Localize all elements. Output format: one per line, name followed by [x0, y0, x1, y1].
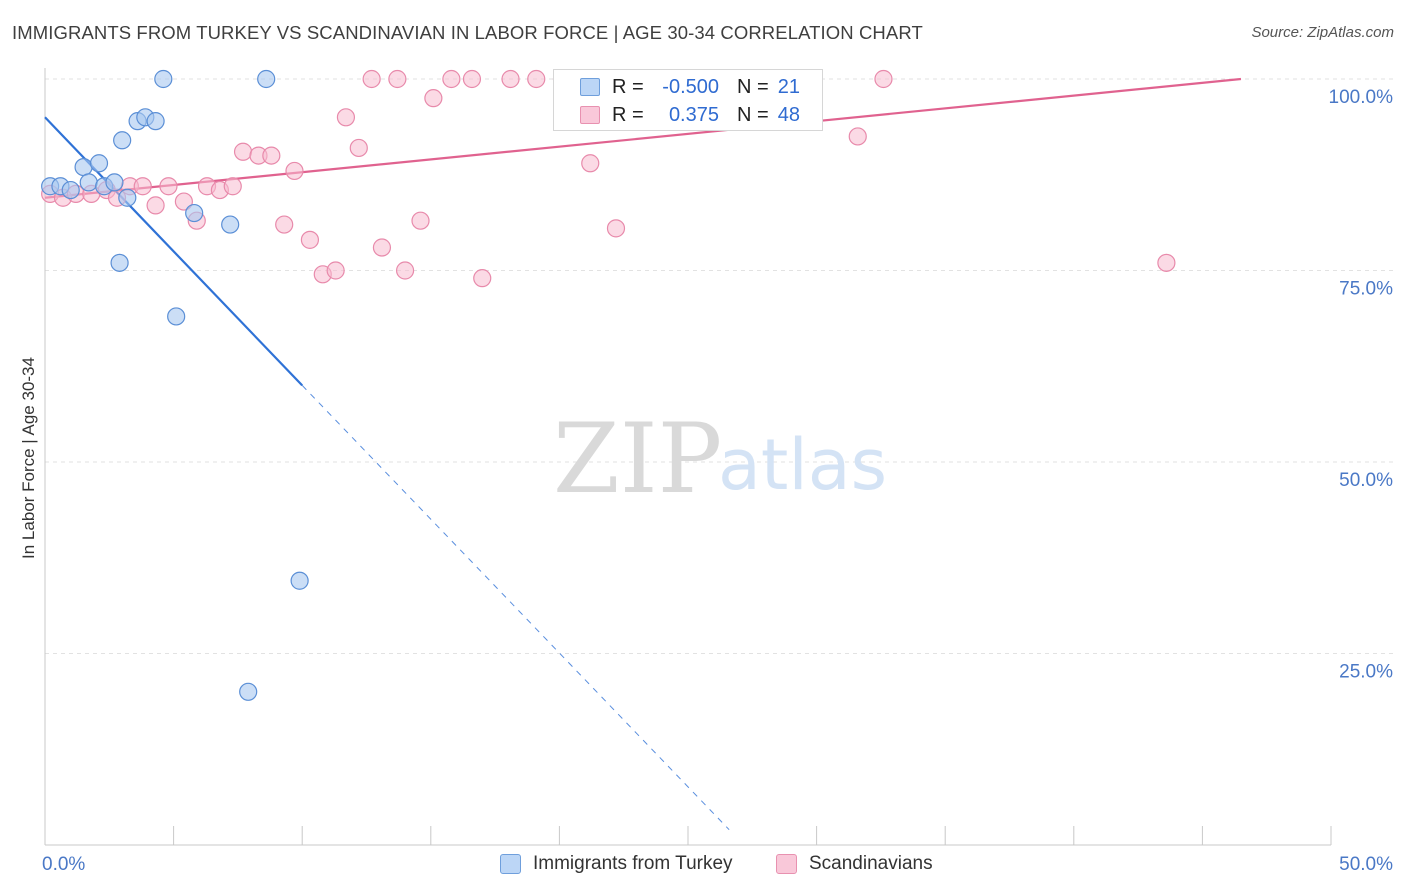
series-legend-label: Scandinavians: [809, 853, 933, 874]
watermark: ZIP atlas: [553, 403, 887, 515]
turkey-point: [61, 180, 80, 200]
y-tick-label: 100.0%: [1329, 87, 1394, 108]
axis-layer: [44, 68, 1332, 846]
scandinavians-point: [146, 196, 165, 215]
label-layer: 25.0% 50.0% 75.0% 100.0% 0.0% 50.0%: [42, 87, 1393, 875]
turkey-point: [105, 173, 124, 192]
scandinavians-point: [606, 219, 626, 238]
turkey-point: [79, 173, 98, 192]
legend-swatch-scandinavians: [580, 106, 600, 124]
turkey-point: [154, 69, 173, 89]
legend-row-scandinavians: R = 0.375 N = 48: [554, 101, 822, 129]
legend-r-value: -0.500: [662, 76, 719, 98]
watermark-zip: ZIP: [553, 403, 722, 515]
y-tick-label: 50.0%: [1339, 470, 1393, 491]
scandinavians-point: [424, 89, 443, 108]
scandinavians-point: [527, 69, 546, 89]
turkey-point: [221, 215, 240, 234]
legend-n-value: 21: [777, 76, 800, 98]
scandinavians-point: [501, 69, 520, 89]
y-tick-label: 25.0%: [1339, 662, 1393, 683]
scandinavians-point: [223, 177, 242, 196]
turkey-point: [110, 253, 129, 272]
x-tick-label: 50.0%: [1339, 854, 1393, 875]
scandinavians-point: [395, 261, 415, 280]
turkey-point: [290, 571, 309, 590]
y-tick-label: 75.0%: [1339, 279, 1393, 300]
scandinavians-point: [411, 211, 430, 230]
point-layer: [41, 69, 1176, 701]
scandinavians-point: [275, 215, 294, 234]
turkey-point: [118, 188, 137, 207]
scandinavians-point: [262, 146, 281, 165]
scandinavians-point: [581, 154, 600, 173]
scandinavians-point: [159, 177, 178, 196]
scandinavians-point: [133, 177, 152, 196]
legend-r-label: R =: [612, 104, 644, 126]
series-legend-label: Immigrants from Turkey: [533, 853, 733, 874]
scandinavians-point: [848, 127, 867, 146]
scandinavians-point: [874, 69, 893, 89]
scandinavians-point: [442, 69, 461, 89]
turkey-point: [146, 112, 165, 131]
scandinavians-point: [362, 69, 381, 89]
scandinavians-trend-line: [44, 77, 1242, 199]
legend-n-label: N =: [737, 104, 769, 126]
series-swatch-scandinavians: [776, 854, 797, 874]
turkey-point: [185, 203, 204, 223]
chart-title: IMMIGRANTS FROM TURKEY VS SCANDINAVIAN I…: [12, 22, 923, 43]
scandinavians-point: [336, 108, 356, 127]
source-credit: Source: ZipAtlas.com: [1251, 24, 1394, 41]
turkey-point: [74, 157, 93, 177]
y-axis-label: In Labor Force | Age 30-34: [19, 357, 38, 559]
scandinavians-point: [285, 161, 304, 181]
turkey-point: [257, 69, 276, 89]
legend-row-turkey: R = -0.500 N = 21: [554, 73, 822, 101]
x-tick-label: 0.0%: [42, 854, 85, 875]
scandinavians-point: [233, 142, 253, 161]
scandinavians-point: [473, 269, 492, 288]
legend-swatch-turkey: [580, 78, 600, 96]
turkey-point: [239, 682, 258, 701]
grid-layer: [45, 78, 1393, 654]
scandinavians-point: [326, 261, 345, 280]
series-legend: Immigrants from Turkey Scandinavians: [0, 851, 1406, 879]
turkey-point: [113, 131, 132, 150]
legend-r-label: R =: [612, 76, 644, 98]
scandinavians-point: [388, 69, 407, 89]
series-swatch-turkey: [500, 854, 521, 874]
scandinavians-point: [1157, 253, 1176, 272]
scandinavians-point: [300, 230, 320, 249]
scandinavians-point: [174, 192, 193, 211]
correlation-legend: R = -0.500 N = 21 R = 0.375 N = 48: [553, 69, 823, 131]
scandinavians-point: [372, 238, 392, 257]
watermark-atlas: atlas: [718, 424, 887, 506]
legend-r-value: 0.375: [668, 104, 719, 126]
turkey-point: [167, 307, 186, 326]
scandinavians-point: [349, 138, 368, 158]
legend-n-value: 48: [777, 104, 800, 126]
scandinavians-point: [462, 69, 482, 89]
turkey-point: [89, 154, 109, 173]
legend-n-label: N =: [737, 76, 769, 98]
